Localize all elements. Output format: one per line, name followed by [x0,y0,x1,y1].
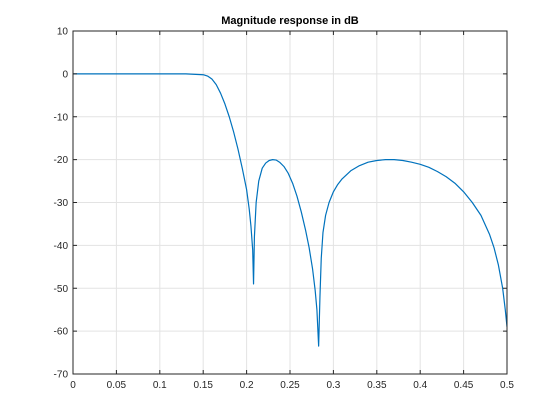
y-tick-labels: 10 0 -10 -20 -30 -40 -50 -60 -70 [54,27,69,381]
y-tick-label: -10 [54,112,69,123]
y-tick-label: -70 [54,370,69,381]
x-tick-label: 0.35 [367,380,387,391]
y-tick-label: 10 [57,27,69,38]
x-tick-label: 0.15 [193,380,213,391]
chart-title: Magnitude response in dB [221,15,359,27]
x-tick-label: 0.25 [280,380,300,391]
tick-marks [72,30,508,375]
y-tick-label: -50 [54,284,69,295]
plot-lines [73,73,507,347]
x-tick-label: 0.5 [500,380,514,391]
x-tick-label: 0.05 [107,380,127,391]
x-tick-labels: 0 0.05 0.1 0.15 0.2 0.25 0.3 0.35 0.4 0.45 0.5 [70,380,514,391]
x-tick-label: 0.4 [413,380,427,391]
x-tick-label: 0 [70,380,76,391]
y-tick-label: 0 [62,69,68,80]
y-tick-label: -20 [54,155,69,166]
series-line-0 [73,73,507,347]
x-tick-label: 0.45 [454,380,474,391]
y-tick-label: -30 [54,198,69,209]
x-tick-label: 0.1 [153,380,167,391]
y-tick-label: -60 [54,327,69,338]
x-tick-label: 0.2 [240,380,254,391]
y-tick-label: -40 [54,241,69,252]
x-tick-label: 0.3 [326,380,340,391]
grid [72,30,508,375]
